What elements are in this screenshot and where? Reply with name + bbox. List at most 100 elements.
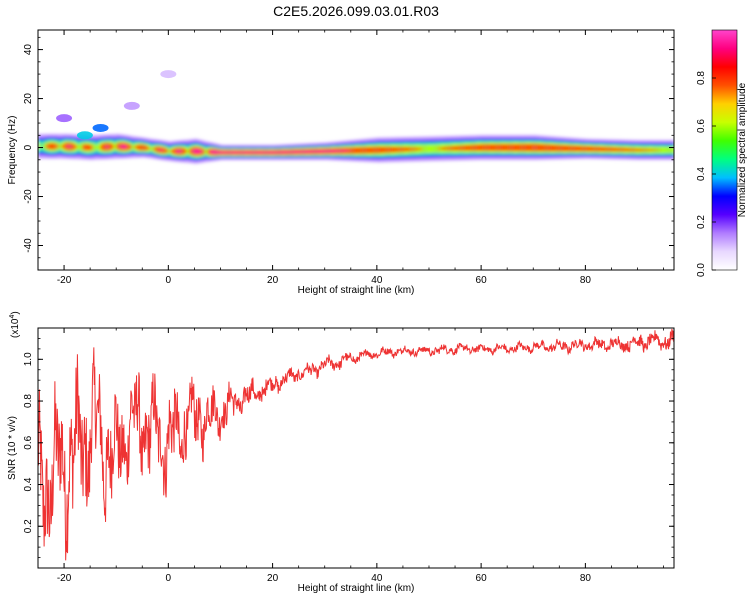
snr-multiplier-exp: 4 bbox=[9, 315, 16, 319]
spectrogram-cell bbox=[559, 144, 563, 152]
spectrogram-cell bbox=[348, 150, 352, 152]
spectrogram-cell bbox=[379, 146, 383, 154]
spectrogram-cell bbox=[350, 147, 354, 154]
spectrogram-cell bbox=[220, 151, 224, 154]
spectrogram-cell bbox=[267, 151, 271, 154]
spectrogram-cell bbox=[288, 150, 292, 154]
spectrogram-cell bbox=[671, 146, 674, 154]
spectrogram-cell bbox=[69, 145, 73, 148]
spectrogram-cell bbox=[572, 145, 576, 152]
spectrogram-cell bbox=[58, 143, 63, 150]
spectrogram-panel: -20 0 20 40 60 80 -40 -20 0 20 40 Height of straig… bbox=[7, 29, 675, 296]
spectrogram-cell bbox=[309, 150, 313, 153]
spectrogram-cell bbox=[197, 149, 201, 154]
snr-xtick-label: 40 bbox=[371, 573, 383, 584]
spectrogram-xtick-label: 20 bbox=[267, 275, 279, 286]
colorbar-gradient bbox=[711, 29, 738, 271]
snr-series-line bbox=[38, 328, 674, 561]
spectrogram-cell bbox=[191, 150, 195, 153]
snr-panel: -20 0 20 40 60 80 0.2 0.4 0.6 0.8 1.0 Height of st… bbox=[7, 311, 675, 594]
spectrogram-cell bbox=[410, 147, 414, 151]
spectrogram-ytick-label: 40 bbox=[23, 44, 34, 56]
snr-ytick-label: 0.4 bbox=[23, 477, 34, 491]
spectrogram-xtick-label: 80 bbox=[580, 275, 592, 286]
spectrogram-cell bbox=[447, 146, 451, 151]
spectrogram-cell bbox=[624, 147, 628, 152]
spectrogram-cell bbox=[585, 146, 589, 152]
spectrogram-cell bbox=[418, 148, 422, 150]
spectrogram-cell bbox=[371, 146, 375, 154]
snr-ytick-label: 0.2 bbox=[23, 519, 34, 533]
spectrogram-cell bbox=[204, 148, 209, 156]
spectrogram-cell bbox=[290, 150, 295, 154]
spectrogram-cell bbox=[509, 144, 513, 152]
spectrogram-cell bbox=[134, 145, 138, 149]
spectrogram-cell bbox=[256, 151, 261, 154]
spectrogram-cell bbox=[223, 151, 227, 154]
spectrogram-cell bbox=[272, 151, 276, 154]
colorbar-label: Normalized spectral amplitude bbox=[737, 82, 748, 217]
spectrogram-cell bbox=[460, 145, 464, 151]
spectrogram-xtick-label: -20 bbox=[57, 275, 72, 286]
spectrogram-cell bbox=[632, 148, 636, 152]
spectrogram-plot-area bbox=[38, 70, 674, 164]
spectrogram-cell bbox=[251, 151, 255, 154]
spectrogram-cell bbox=[264, 151, 268, 154]
figure-title: C2E5.2026.099.03.01.R03 bbox=[273, 3, 439, 19]
snr-frame bbox=[37, 327, 675, 569]
spectrogram-cell bbox=[452, 146, 456, 151]
spectrogram-cell bbox=[56, 145, 60, 148]
spectrogram-cell bbox=[650, 149, 654, 151]
spectrogram-cell bbox=[567, 145, 571, 152]
spectrogram-cell bbox=[428, 144, 433, 153]
spectrogram-cell bbox=[408, 147, 412, 152]
spectrogram-cell bbox=[43, 142, 47, 150]
spectrogram-cell bbox=[40, 145, 44, 147]
spectrogram-cell bbox=[298, 150, 302, 154]
snr-xtick-label: 20 bbox=[267, 573, 279, 584]
spectrogram-cell bbox=[124, 144, 128, 149]
spectrogram-cell bbox=[663, 146, 667, 154]
spectrogram-cell bbox=[616, 147, 620, 152]
spectrogram-cell bbox=[449, 146, 454, 151]
spectrogram-cell bbox=[465, 145, 469, 151]
colorbar-tick-label: 0.2 bbox=[696, 215, 707, 229]
spectrogram-cell bbox=[501, 144, 506, 152]
spectrogram-cell bbox=[431, 144, 435, 153]
spectrogram-cell bbox=[160, 149, 164, 151]
snr-ytick-label: 0.8 bbox=[23, 394, 34, 408]
spectrogram-cell bbox=[113, 142, 117, 151]
spectrogram-cell bbox=[202, 149, 206, 155]
spectrogram-cell bbox=[165, 149, 169, 153]
spectrogram-cell bbox=[322, 150, 326, 153]
spectrogram-cell bbox=[243, 151, 248, 154]
spectrogram-cell bbox=[53, 143, 57, 150]
spectrogram-cell bbox=[254, 151, 258, 154]
spectrogram-cell bbox=[189, 148, 193, 154]
spectrogram-cell bbox=[374, 146, 378, 154]
spectrogram-blob bbox=[123, 101, 140, 110]
spectrogram-cell bbox=[603, 146, 607, 152]
spectrogram-cell bbox=[434, 144, 438, 153]
snr-multiplier: (x104) bbox=[9, 311, 21, 338]
spectrogram-cell bbox=[246, 151, 250, 154]
spectrogram-cell bbox=[238, 151, 242, 154]
spectrogram-cell bbox=[137, 144, 141, 150]
spectrogram-cell bbox=[316, 150, 321, 153]
colorbar-tick-label: 0.4 bbox=[696, 167, 707, 181]
spectrogram-cell bbox=[551, 144, 555, 152]
snr-ticks: -20 0 20 40 60 80 0.2 0.4 0.6 0.8 1.0 bbox=[23, 327, 674, 584]
spectrogram-cell bbox=[48, 143, 52, 150]
spectrogram-cell bbox=[194, 148, 198, 154]
spectrogram-cell bbox=[241, 151, 245, 154]
spectrogram-cell bbox=[249, 151, 253, 154]
spectrogram-cell bbox=[233, 151, 237, 154]
spectrogram-cell bbox=[548, 144, 553, 152]
spectrogram-cell bbox=[108, 143, 112, 151]
spectrogram-cell bbox=[444, 146, 448, 150]
spectrogram-cell bbox=[259, 151, 263, 154]
spectrogram-cell bbox=[327, 149, 331, 153]
spectrogram-cell bbox=[45, 144, 50, 149]
spectrogram-cell bbox=[178, 149, 182, 153]
spectrogram-cell bbox=[619, 147, 623, 152]
